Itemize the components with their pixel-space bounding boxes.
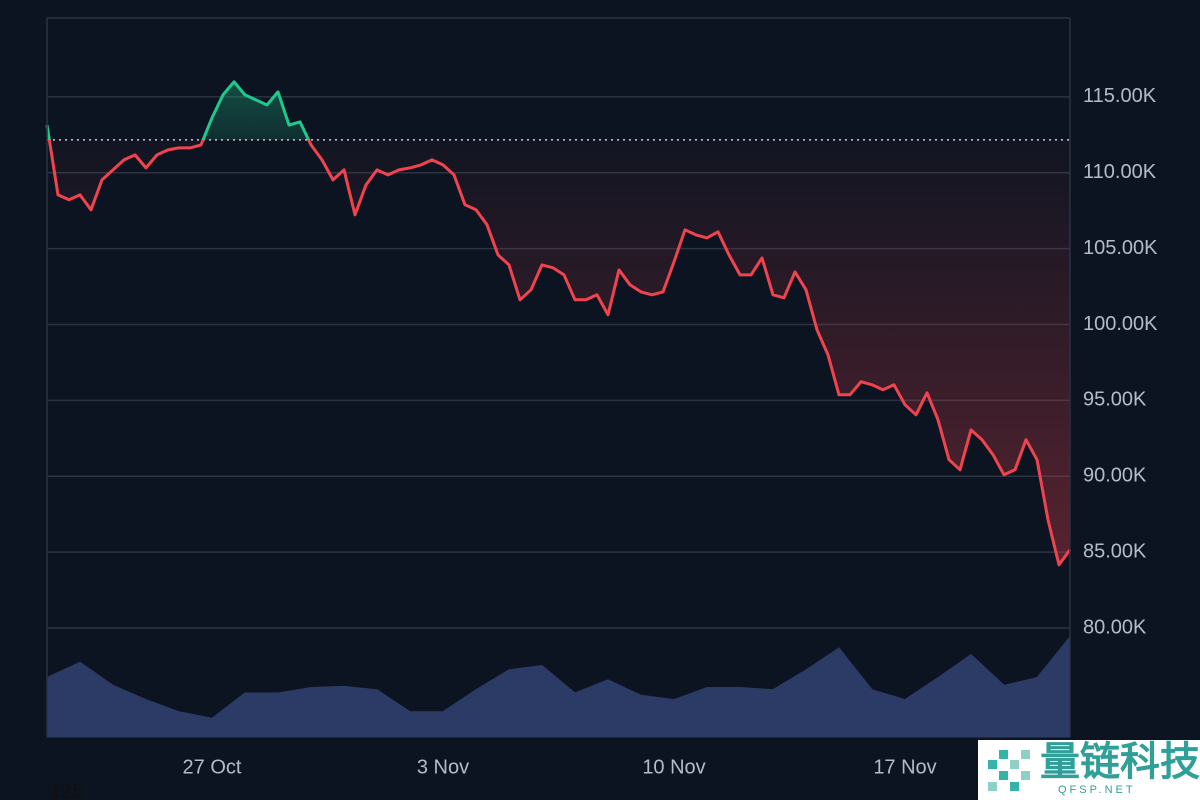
y-tick-label: 95.00K (1083, 389, 1147, 411)
y-tick-label: 80.00K (1083, 616, 1147, 638)
footer-text: 125 (50, 780, 83, 800)
y-tick-label: 105.00K (1083, 237, 1158, 259)
watermark-logo (988, 750, 1030, 791)
watermark-title: 量链科技 (1040, 739, 1200, 785)
y-tick-label: 110.00K (1083, 161, 1157, 183)
y-tick-label: 90.00K (1083, 465, 1147, 487)
watermark: 量链科技 QFSP.NET (978, 739, 1200, 800)
y-tick-label: 115.00K (1083, 85, 1157, 107)
area-fill (47, 81, 1070, 565)
price-line (45, 80, 1072, 567)
x-tick-label: 27 Oct (183, 756, 242, 778)
y-tick-label: 85.00K (1083, 540, 1147, 562)
watermark-subtitle: QFSP.NET (1058, 784, 1136, 796)
x-tick-label: 3 Nov (417, 756, 469, 778)
x-tick-label: 10 Nov (642, 756, 705, 778)
volume-area (46, 635, 1071, 738)
x-tick-label: 17 Nov (873, 756, 936, 778)
y-tick-label: 100.00K (1083, 313, 1158, 335)
